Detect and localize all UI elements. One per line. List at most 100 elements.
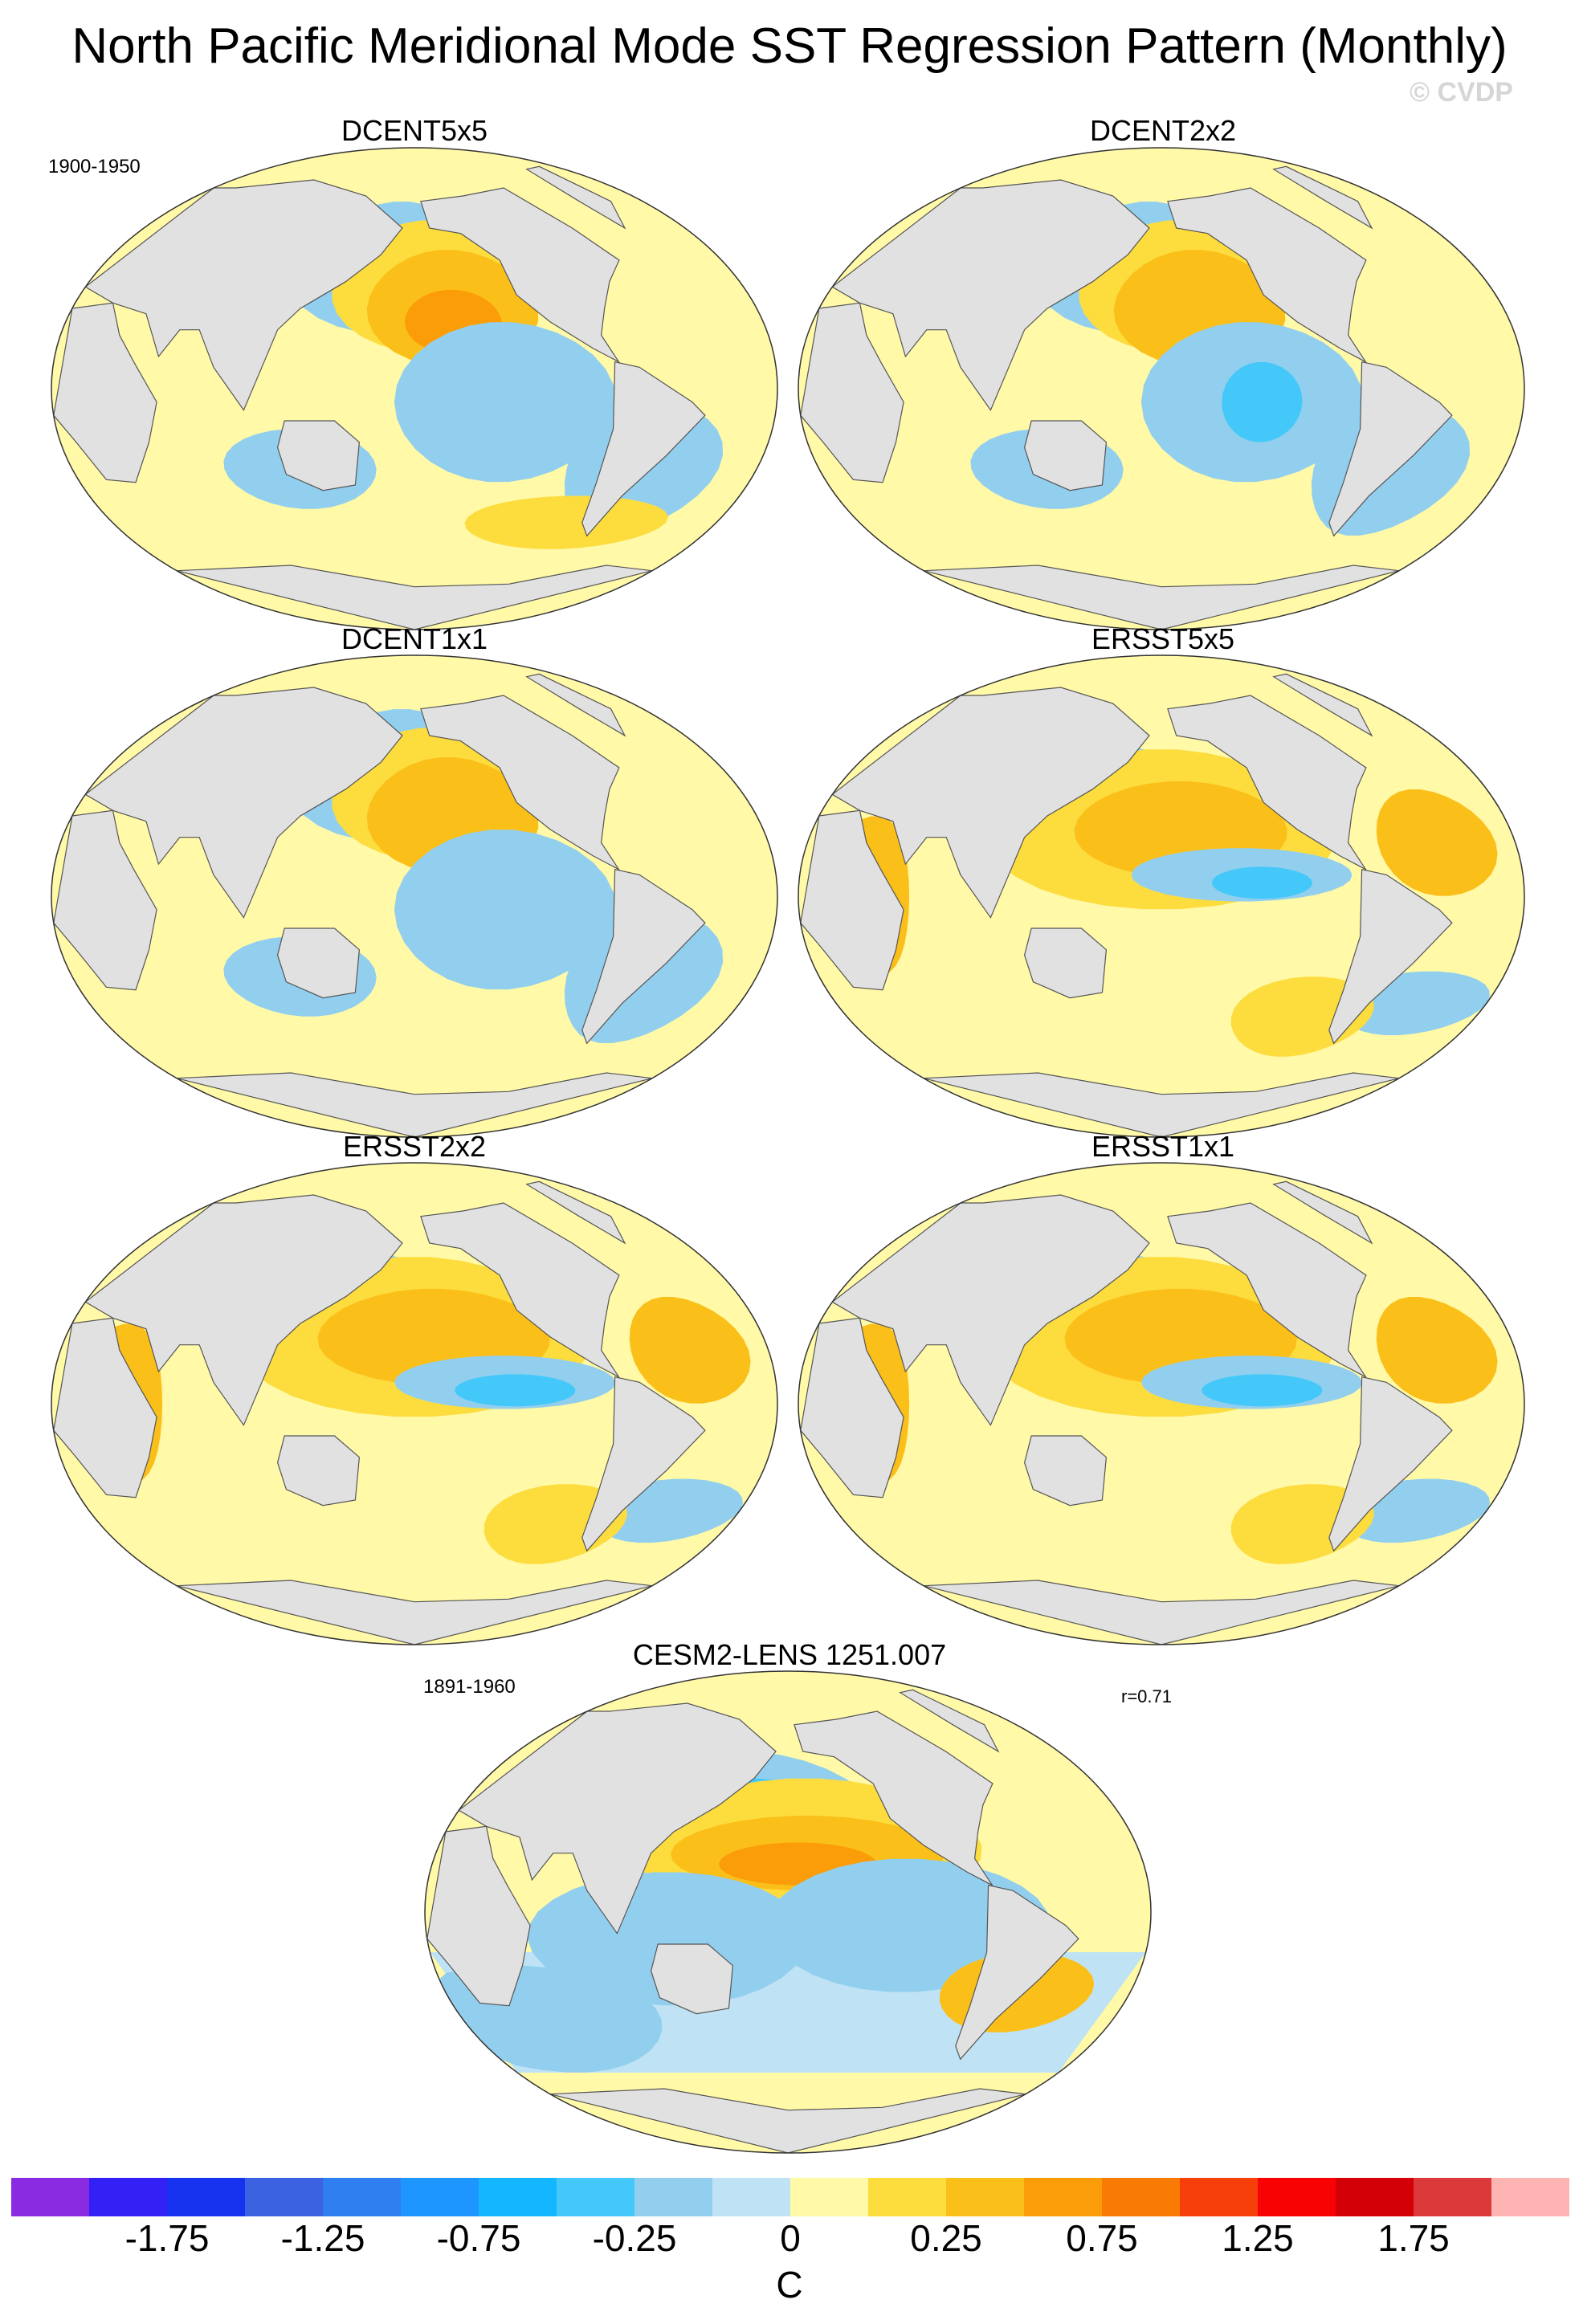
- anomaly-region: [1222, 361, 1303, 442]
- panel-period-cesm2-lens: 1891-1960: [423, 1676, 516, 1698]
- colorbar-swatch: [790, 2178, 869, 2216]
- land-northam: [1167, 695, 1368, 871]
- land-antarctica: [176, 565, 653, 630]
- land-antarctica: [923, 1580, 1400, 1645]
- colorbar-swatch: [712, 2178, 791, 2216]
- colorbar-swatch: [401, 2178, 479, 2216]
- map-border: [424, 1670, 1152, 2154]
- colorbar: [11, 2178, 1569, 2216]
- colorbar-swatch: [11, 2178, 90, 2216]
- land-africa: [426, 1825, 531, 2007]
- pattern-correlation: r=0.71: [1121, 1686, 1172, 1706]
- land-africa: [800, 302, 904, 483]
- land-australia: [1023, 420, 1108, 491]
- anomaly-region: [455, 1374, 576, 1407]
- map-dcent1x1: [48, 652, 781, 1140]
- map-border: [798, 654, 1525, 1138]
- colorbar-swatch: [245, 2178, 324, 2216]
- colorbar-swatch: [1258, 2178, 1336, 2216]
- map-ersst2x2: [48, 1160, 781, 1648]
- land-greenland: [525, 165, 626, 230]
- panel-title-dcent5x5: DCENT5x5: [341, 114, 488, 147]
- land-northam: [420, 187, 621, 364]
- colorbar-unit: C: [776, 2264, 803, 2306]
- colorbar-swatch: [868, 2178, 947, 2216]
- colorbar-swatch: [946, 2178, 1025, 2216]
- land-australia: [1023, 928, 1108, 999]
- land-northam: [420, 695, 621, 871]
- land-greenland: [1272, 673, 1373, 737]
- world-map: [798, 1162, 1525, 1645]
- anomaly-region: [1202, 1374, 1323, 1407]
- land-northam: [1167, 1202, 1368, 1379]
- map-dcent2x2: [795, 145, 1528, 633]
- land-africa: [800, 809, 904, 991]
- land-antarctica: [923, 1072, 1400, 1137]
- anomaly-region: [1376, 1297, 1498, 1404]
- map-border: [51, 1162, 778, 1645]
- land-greenland: [899, 1689, 1000, 1753]
- land-australia: [276, 928, 361, 999]
- land-greenland: [1272, 165, 1373, 230]
- colorbar-tick-label: 1.25: [1222, 2217, 1294, 2259]
- land-southam: [581, 361, 706, 537]
- land-africa: [53, 809, 157, 991]
- panel-title-ersst1x1: ERSST1x1: [1091, 1130, 1235, 1163]
- land-greenland: [525, 1180, 626, 1245]
- colorbar-swatch: [1024, 2178, 1103, 2216]
- land-northam: [794, 1710, 994, 1887]
- world-map: [51, 654, 778, 1138]
- colorbar-swatch: [479, 2178, 557, 2216]
- land-southam: [581, 1376, 706, 1552]
- colorbar-swatch: [1414, 2178, 1492, 2216]
- colorbar-tick-label: 0: [780, 2217, 801, 2259]
- map-ersst5x5: [795, 652, 1528, 1140]
- land-antarctica: [176, 1580, 653, 1645]
- colorbar-swatch: [1336, 2178, 1414, 2216]
- panel-title-ersst2x2: ERSST2x2: [342, 1130, 487, 1163]
- world-map: [51, 1162, 778, 1645]
- colorbar-swatch: [323, 2178, 402, 2216]
- land-southam: [1328, 1376, 1453, 1552]
- colorbar-tick-label: -1.25: [280, 2217, 365, 2259]
- colorbar-tick-label: 1.75: [1377, 2217, 1450, 2259]
- panel-title-cesm2-lens: CESM2-LENS 1251.007: [632, 1638, 947, 1671]
- land-australia: [650, 1943, 734, 2015]
- land-africa: [800, 1317, 904, 1498]
- map-cesm2-lens: [422, 1668, 1154, 2156]
- anomaly-region: [1211, 866, 1312, 899]
- land-greenland: [525, 673, 626, 737]
- anomaly-region: [464, 495, 668, 549]
- colorbar-swatch: [167, 2178, 246, 2216]
- land-australia: [1023, 1435, 1108, 1507]
- land-antarctica: [549, 2088, 1026, 2153]
- land-antarctica: [176, 1072, 653, 1137]
- colorbar-tick-label: -1.75: [124, 2217, 210, 2259]
- land-southam: [581, 868, 706, 1045]
- colorbar-swatch: [89, 2178, 168, 2216]
- map-dcent5x5: [48, 145, 781, 633]
- panel-title-dcent1x1: DCENT1x1: [341, 622, 488, 655]
- anomaly-region: [629, 1297, 751, 1404]
- colorbar-tick-label: -0.25: [592, 2217, 677, 2259]
- map-border: [51, 654, 778, 1138]
- panel-title-dcent2x2: DCENT2x2: [1089, 114, 1237, 147]
- anomaly-region: [1376, 789, 1498, 896]
- colorbar-swatch: [1102, 2178, 1181, 2216]
- colorbar-tick-label: 0.75: [1066, 2217, 1138, 2259]
- cvdp-watermark: © CVDP: [1410, 77, 1513, 108]
- colorbar-tick-label: -0.75: [436, 2217, 521, 2259]
- land-africa: [53, 1317, 157, 1498]
- anomaly-region: [394, 322, 616, 483]
- map-border: [51, 147, 778, 630]
- land-australia: [276, 1435, 361, 1507]
- anomaly-region: [394, 830, 616, 990]
- land-antarctica: [923, 565, 1400, 630]
- world-map: [424, 1670, 1152, 2154]
- land-southam: [1328, 361, 1453, 537]
- panel-title-ersst5x5: ERSST5x5: [1091, 622, 1235, 655]
- land-southam: [955, 1884, 1079, 2061]
- map-border: [798, 147, 1525, 630]
- world-map: [798, 654, 1525, 1138]
- colorbar-swatch: [634, 2178, 713, 2216]
